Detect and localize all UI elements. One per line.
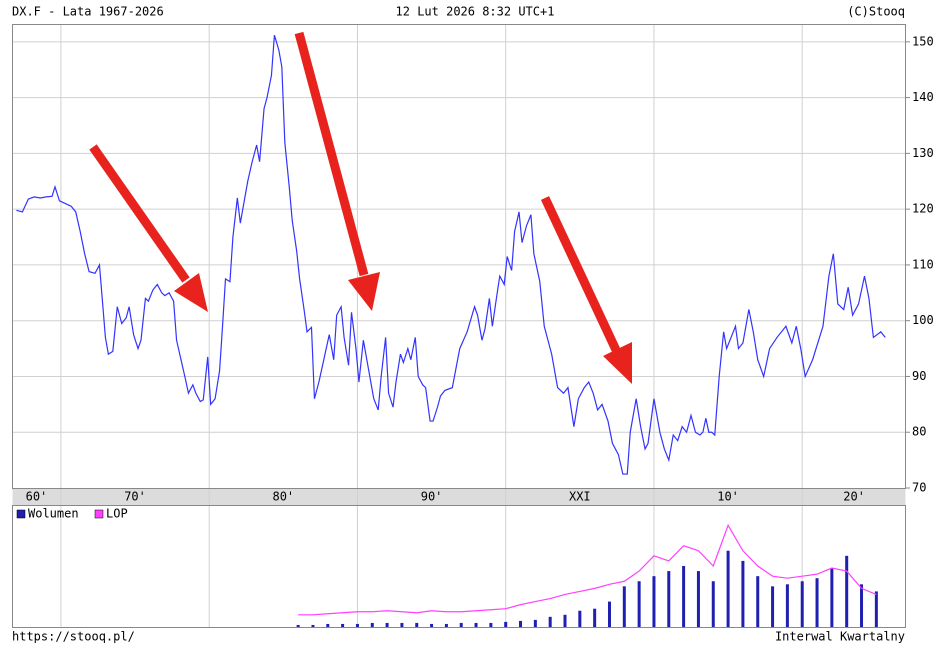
volume-bar <box>800 581 804 627</box>
main-plot: 70 80 90 100 110 120 130 140 150 60' 70' 80' 90' XXI 1… <box>12 24 934 505</box>
volume-bar <box>370 622 374 627</box>
volume-bar <box>845 555 849 627</box>
x-tick-label: 90' <box>421 490 443 504</box>
legend-label: Wolumen <box>28 507 79 521</box>
x-tick-label: 80' <box>272 490 294 504</box>
legend-swatch <box>94 509 104 519</box>
volume-bar <box>652 576 656 627</box>
price-line <box>16 34 886 475</box>
plot-frame <box>12 24 906 489</box>
volume-bar <box>667 571 671 627</box>
arrow-shaft <box>89 144 190 283</box>
volume-bar <box>756 576 760 627</box>
volume-plot: Wolumen LOP <box>16 505 878 627</box>
volume-bar <box>874 591 878 627</box>
legend-label: LOP <box>106 507 128 521</box>
volume-bar <box>341 623 345 627</box>
chart-title: DX.F - Lata 1967-2026 <box>12 5 164 19</box>
volume-bar <box>741 560 745 627</box>
footer-url: https://stooq.pl/ <box>12 630 135 644</box>
volume-bar <box>622 586 626 627</box>
volume-bar <box>548 616 552 627</box>
volume-frame <box>12 505 906 628</box>
arrow-head <box>348 272 380 311</box>
arrow-shaft <box>294 31 369 277</box>
y-tick-label: 120 <box>912 202 934 216</box>
volume-bar <box>444 623 448 627</box>
volume-bar <box>504 621 508 627</box>
y-tick-label: 110 <box>912 257 934 271</box>
volume-bar <box>785 584 789 627</box>
volume-bar <box>607 601 611 627</box>
annotation-arrows <box>89 31 632 384</box>
volume-bar <box>311 624 315 627</box>
timestamp: 12 Lut 2026 8:32 UTC+1 <box>396 5 555 19</box>
arrow-head <box>174 273 208 312</box>
arrow-head <box>603 342 632 384</box>
copyright: (C)Stooq <box>847 5 905 19</box>
volume-bar <box>459 622 463 627</box>
y-tick-label: 130 <box>912 146 934 160</box>
volume-bar <box>385 622 389 627</box>
x-tick-label: 20' <box>843 490 865 504</box>
y-tick-label: 140 <box>912 90 934 104</box>
x-tick-label: 70' <box>124 490 146 504</box>
volume-bar <box>400 622 404 627</box>
volume-bar <box>415 622 419 627</box>
x-axis-strip <box>12 488 906 506</box>
volume-bar <box>430 623 434 627</box>
y-tick-label: 70 <box>912 481 926 495</box>
volume-bar <box>682 566 686 627</box>
volume-bar <box>489 622 493 627</box>
x-tick-label: 10' <box>717 490 739 504</box>
footer-interval: Interwal Kwartalny <box>775 630 905 644</box>
volume-bar <box>830 568 834 627</box>
volume-bar <box>355 623 359 627</box>
x-tick-label: 60' <box>26 490 48 504</box>
y-tick-label: 100 <box>912 313 934 327</box>
volume-bar <box>696 571 700 627</box>
volume-bar <box>533 619 537 627</box>
volume-bar <box>563 614 567 627</box>
y-tick-label: 90 <box>912 369 926 383</box>
legend-swatch <box>16 509 26 519</box>
volume-bar <box>815 578 819 627</box>
volume-bar <box>637 581 641 627</box>
volume-bar <box>860 584 864 627</box>
volume-bar <box>771 586 775 627</box>
volume-bar <box>519 620 523 627</box>
y-tick-label: 80 <box>912 425 926 439</box>
volume-bar <box>711 581 715 627</box>
volume-bar <box>593 608 597 627</box>
volume-bar <box>726 550 730 627</box>
y-tick-label: 150 <box>912 34 934 48</box>
volume-bar <box>326 623 330 627</box>
volume-bar <box>296 624 300 627</box>
x-tick-label: XXI <box>569 490 591 504</box>
volume-bar <box>474 622 478 627</box>
volume-bar <box>578 610 582 627</box>
arrow-shaft <box>540 196 621 352</box>
lop-line <box>298 523 877 616</box>
